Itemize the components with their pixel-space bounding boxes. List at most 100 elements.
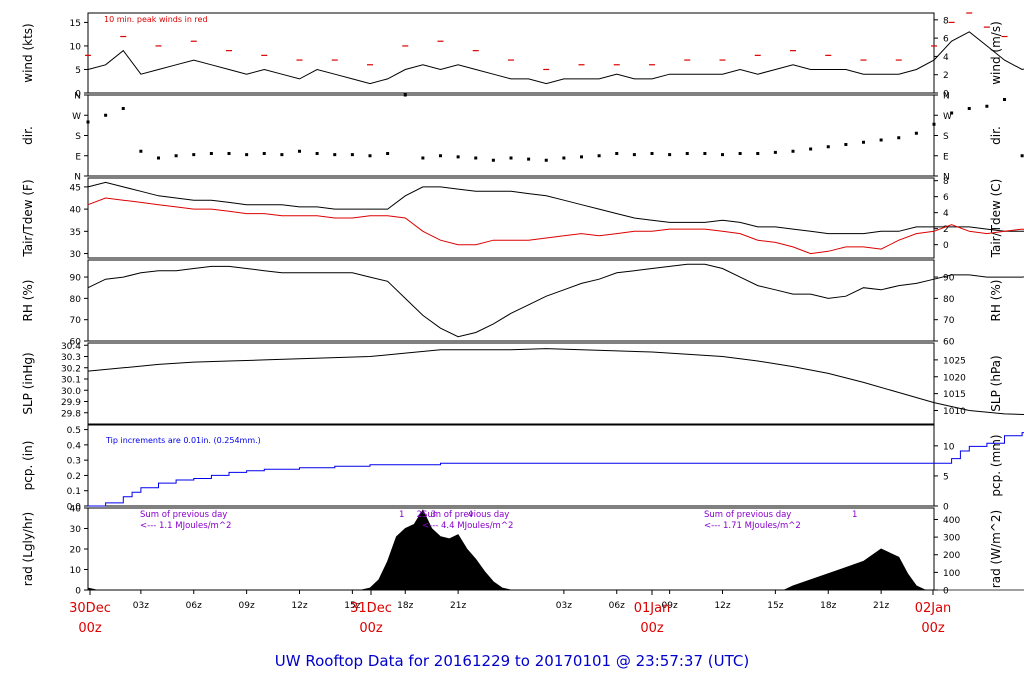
series-slp-0 bbox=[87, 348, 1024, 416]
radiation-peak-marker: 1 bbox=[852, 510, 857, 520]
left-tick-label-pcp: 0.5 bbox=[67, 426, 81, 436]
right-tick-label-slp: 1010 bbox=[943, 407, 966, 417]
right-tick-label-temp: 8 bbox=[943, 177, 949, 187]
day-hour-label: 00z bbox=[359, 621, 383, 636]
left-tick-label-slp: 30.2 bbox=[61, 364, 81, 374]
wind-dir-point bbox=[1003, 98, 1006, 101]
wind-dir-point bbox=[298, 149, 301, 153]
wind-dir-point bbox=[104, 113, 108, 117]
right-tick-label-dir: E bbox=[943, 152, 949, 162]
wind-dir-point bbox=[685, 152, 689, 155]
wind-dir-point bbox=[315, 152, 319, 155]
ylabel-left-wind: wind (kts) bbox=[21, 23, 35, 82]
wind-dir-point bbox=[227, 152, 231, 155]
day-hour-label: 00z bbox=[78, 621, 102, 636]
ylabel-left-rad: rad (Lgly/hr) bbox=[21, 512, 35, 586]
wind-dir-point bbox=[826, 145, 830, 149]
panel-frame-slp bbox=[87, 342, 935, 425]
annotation-wind: 10 min. peak winds in red bbox=[104, 15, 208, 24]
right-tick-label-wind: 4 bbox=[943, 53, 949, 63]
time-tick-label: 21z bbox=[450, 601, 466, 611]
panel-frame-temp bbox=[87, 177, 935, 259]
wind-dir-point bbox=[738, 152, 742, 155]
left-tick-label-pcp: 0.0 bbox=[67, 503, 82, 513]
left-tick-label-pcp: 0.4 bbox=[67, 441, 82, 451]
left-tick-label-rad: 20 bbox=[70, 546, 82, 556]
wind-dir-point bbox=[632, 153, 636, 157]
series-pcp-line bbox=[88, 432, 1024, 507]
wind-dir-point bbox=[967, 107, 971, 110]
ylabel-left-temp: Tair/Tdew (F) bbox=[21, 179, 35, 257]
right-tick-label-temp: 6 bbox=[943, 193, 949, 203]
wind-dir-point bbox=[756, 152, 760, 155]
wind-dir-point bbox=[791, 149, 795, 153]
left-tick-label-slp: 29.9 bbox=[61, 398, 81, 408]
wind-dir-point bbox=[527, 157, 531, 161]
wind-dir-point bbox=[721, 153, 724, 157]
wind-dir-point bbox=[985, 104, 989, 108]
chart-title: UW Rooftop Data for 20161229 to 20170101… bbox=[275, 652, 749, 670]
left-tick-label-slp: 29.8 bbox=[61, 409, 81, 419]
left-tick-label-temp: 35 bbox=[70, 228, 81, 238]
right-tick-label-wind: 8 bbox=[943, 16, 949, 26]
wind-dir-point bbox=[121, 107, 125, 110]
wind-dir-point bbox=[932, 122, 936, 126]
right-tick-label-slp: 1015 bbox=[943, 390, 966, 400]
left-tick-label-dir: W bbox=[72, 112, 81, 122]
ylabel-right-pcp: pcp. (mm) bbox=[989, 434, 1003, 496]
wind-dir-point bbox=[86, 120, 90, 124]
day-label: 02Jan bbox=[915, 601, 952, 616]
wind-dir-point bbox=[280, 153, 284, 157]
time-tick-label: 06z bbox=[609, 601, 625, 611]
radiation-daily-sum-value: <--- 1.71 MJoules/m^2 bbox=[704, 521, 801, 531]
radiation-peak-marker: 4 bbox=[468, 510, 473, 520]
wind-dir-point bbox=[650, 152, 654, 155]
left-tick-label-rh: 70 bbox=[70, 316, 82, 326]
radiation-daily-sum-note: Sum of previous day bbox=[704, 510, 791, 520]
left-tick-label-rh: 60 bbox=[70, 338, 82, 348]
left-tick-label-rh: 80 bbox=[70, 295, 82, 305]
wind-dir-point bbox=[1020, 154, 1024, 158]
radiation-daily-sum-value: <--- 1.1 MJoules/m^2 bbox=[140, 521, 231, 531]
left-tick-label-wind: 10 bbox=[70, 42, 82, 52]
time-tick-label: 15z bbox=[767, 601, 783, 611]
wind-dir-point bbox=[157, 156, 160, 160]
ylabel-left-dir: dir. bbox=[21, 126, 35, 145]
time-tick-label: 18z bbox=[820, 601, 836, 611]
wind-dir-point bbox=[897, 136, 901, 140]
left-tick-label-dir: S bbox=[75, 132, 81, 142]
right-tick-label-wind: 6 bbox=[943, 35, 949, 45]
radiation-peak-marker: 1 bbox=[399, 510, 404, 520]
right-tick-label-temp: 0 bbox=[943, 241, 949, 251]
panel-slp: 29.829.930.030.1 30.230.330.4 1010 1015 1020… bbox=[21, 342, 1024, 425]
day-label: 01Jan bbox=[634, 601, 671, 616]
left-tick-label-slp: 30.0 bbox=[61, 387, 81, 397]
wind-dir-point bbox=[809, 147, 813, 151]
series-wind-0 bbox=[87, 31, 1024, 85]
wind-dir-point bbox=[491, 158, 495, 162]
right-tick-label-rh: 80 bbox=[943, 295, 955, 305]
time-tick-label: 15z bbox=[344, 601, 360, 611]
day-label: 30Dec bbox=[69, 601, 111, 616]
radiation-peak-marker: 3 bbox=[431, 510, 436, 520]
time-tick-label: 12z bbox=[291, 601, 307, 611]
panel-temp: 30 35 40 45 0 2 4 6 8 Tair/Tdew (F) Tair/Tdew (C) bbox=[21, 177, 1024, 260]
wind-dir-point bbox=[368, 154, 372, 158]
left-tick-label-pcp: 0.2 bbox=[67, 472, 81, 482]
annotation-pcp: Tip increments are 0.01in. (0.254mm.) bbox=[105, 436, 261, 445]
right-tick-label-rh: 60 bbox=[943, 338, 955, 348]
series-temp-1 bbox=[87, 197, 1024, 255]
wind-dir-point bbox=[597, 154, 601, 158]
left-tick-label-pcp: 0.1 bbox=[67, 487, 81, 497]
right-tick-label-rad: 300 bbox=[943, 534, 960, 544]
series-temp-0 bbox=[87, 181, 1024, 235]
wind-dir-point bbox=[262, 152, 266, 155]
left-tick-label-rad: 30 bbox=[70, 525, 82, 535]
left-tick-label-temp: 40 bbox=[70, 206, 82, 216]
radiation-daily-sum-value: <--- 4.4 MJoules/m^2 bbox=[422, 521, 513, 531]
right-tick-label-pcp: 0 bbox=[943, 503, 949, 513]
